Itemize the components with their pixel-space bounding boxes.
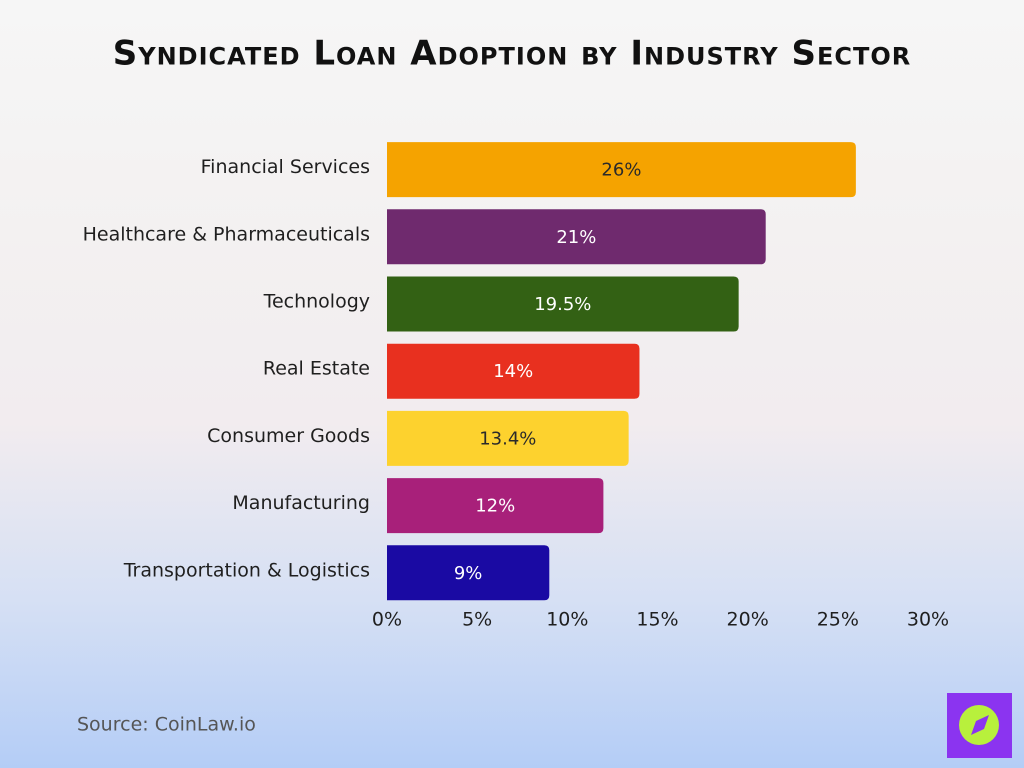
y-tick-label: Technology (263, 291, 370, 313)
bar (387, 209, 766, 265)
bar (387, 410, 629, 466)
value-label: 9% (454, 563, 483, 584)
bar (387, 343, 640, 399)
chart-title: Syndicated Loan Adoption by Industry Sec… (113, 34, 912, 74)
logo (947, 693, 1012, 758)
bar (387, 142, 856, 198)
x-tick-label: 10% (546, 609, 588, 631)
source: Source: CoinLaw.io (77, 714, 256, 736)
x-tick-label: 25% (817, 609, 859, 631)
value-label: 14% (493, 361, 533, 382)
value-label: 26% (601, 160, 641, 181)
x-tick-label: 5% (462, 609, 492, 631)
bar (387, 478, 604, 534)
value-label: 19.5% (534, 294, 591, 315)
value-label: 13.4% (479, 428, 536, 449)
x-tick-label: 30% (907, 609, 949, 631)
value-label: 21% (556, 227, 596, 248)
bar (387, 276, 739, 332)
value-label: 12% (475, 496, 515, 517)
y-tick-label: Manufacturing (232, 492, 370, 514)
y-tick-label: Real Estate (263, 358, 370, 380)
logo-needle (971, 715, 989, 735)
bar (387, 545, 550, 601)
x-tick-label: 15% (636, 609, 678, 631)
x-tick-label: 0% (372, 609, 402, 631)
y-tick-label: Healthcare & Pharmaceuticals (83, 223, 370, 245)
y-tick-label: Financial Services (201, 156, 370, 178)
y-tick-label: Transportation & Logistics (123, 559, 370, 581)
x-tick-label: 20% (727, 609, 769, 631)
y-tick-label: Consumer Goods (207, 425, 370, 447)
